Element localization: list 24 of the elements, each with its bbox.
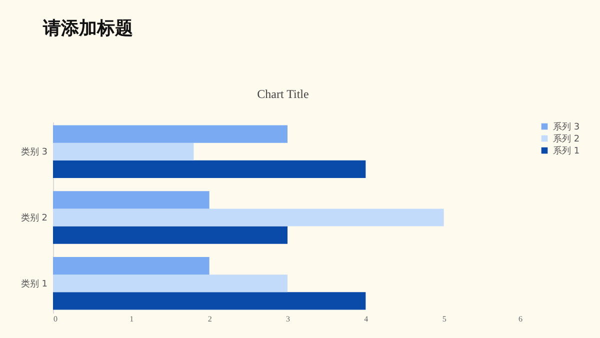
- x-tick-label: 2: [208, 314, 212, 324]
- chart-subtitle: Chart Title: [257, 87, 309, 101]
- x-tick-label: 6: [518, 314, 522, 324]
- bar: [53, 191, 210, 209]
- chart-title: 请添加标题: [42, 18, 133, 39]
- x-tick-label: 0: [54, 314, 58, 324]
- bar: [53, 274, 288, 292]
- x-tick-label: 4: [364, 314, 368, 324]
- y-tick-label: 类别 1: [20, 278, 48, 290]
- bar: [53, 292, 366, 310]
- bar: [53, 142, 194, 160]
- legend-label: 系列 1: [553, 146, 580, 156]
- y-tick-label: 类别 2: [20, 212, 48, 224]
- y-tick-label: 类别 3: [20, 146, 48, 158]
- bar: [53, 160, 366, 178]
- x-tick-label: 5: [442, 314, 446, 324]
- legend-label: 系列 2: [553, 134, 580, 144]
- legend-label: 系列 3: [553, 122, 580, 132]
- bar: [53, 257, 210, 275]
- bar: [53, 208, 444, 226]
- bar: [53, 226, 288, 244]
- bar: [53, 125, 288, 143]
- x-tick-label: 3: [286, 314, 290, 324]
- x-tick-label: 1: [130, 314, 134, 324]
